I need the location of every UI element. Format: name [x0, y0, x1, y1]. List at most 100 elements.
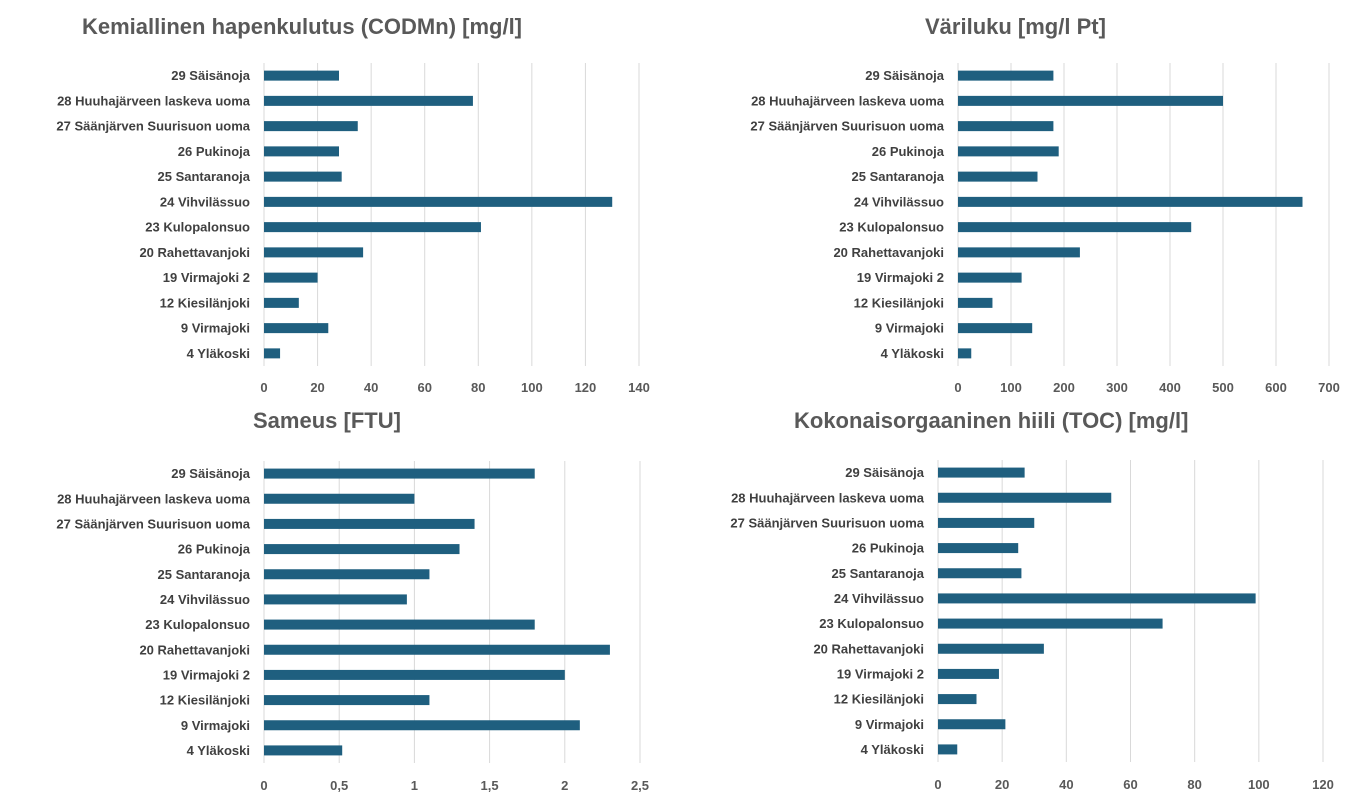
- category-label: 27 Säänjärven Suurisuon uoma: [56, 119, 250, 134]
- bar: [938, 467, 1025, 478]
- color-chart-plot: 29 Säisänoja 28 Huuhajärveen laskeva uoma…: [750, 63, 1340, 395]
- category-label: 12 Kiesilänjoki: [160, 693, 250, 708]
- tick-label: 2,5: [631, 778, 649, 793]
- tick-label: 100: [521, 380, 543, 395]
- category-label: 23 Kulopalonsuo: [145, 220, 250, 235]
- bar: [264, 70, 339, 81]
- tick-label: 40: [364, 380, 378, 395]
- tick-label: 80: [471, 380, 485, 395]
- category-label: 20 Rahettavanjoki: [139, 245, 250, 260]
- category-label: 9 Virmajoki: [855, 717, 924, 732]
- bar: [264, 247, 364, 258]
- category-label: 24 Vihvilässuo: [854, 194, 944, 209]
- bar: [264, 348, 281, 359]
- category-label: 4 Yläkoski: [861, 742, 924, 757]
- toc-chart: Kokonaisorgaaninen hiili (TOC) [mg/l] 29…: [680, 396, 1357, 793]
- bar: [264, 297, 299, 308]
- tick-label: 200: [1053, 380, 1075, 395]
- bar: [264, 594, 407, 605]
- turbidity-chart: Sameus [FTU] 29 Säisänoja 28 Huuhajärveen…: [0, 396, 680, 793]
- tick-label: 120: [575, 380, 597, 395]
- category-label: 26 Pukinoja: [872, 144, 945, 159]
- bar: [264, 272, 318, 283]
- category-label: 4 Yläkoski: [187, 743, 250, 758]
- category-label: 28 Huuhajärveen laskeva uoma: [751, 93, 945, 108]
- category-label: 27 Säänjärven Suurisuon uoma: [730, 515, 924, 530]
- bar: [264, 468, 535, 479]
- bar: [938, 543, 1019, 554]
- color-chart-title: Väriluku [mg/l Pt]: [925, 14, 1106, 39]
- category-label: 28 Huuhajärveen laskeva uoma: [57, 93, 251, 108]
- color-chart: Väriluku [mg/l Pt] 29 Säisänoja 28 Huuhaj…: [680, 0, 1357, 396]
- tick-label: 20: [995, 777, 1009, 792]
- tick-label: 80: [1187, 777, 1201, 792]
- bar: [958, 70, 1054, 81]
- bar: [938, 568, 1022, 579]
- category-label: 4 Yläkoski: [187, 346, 250, 361]
- category-label: 24 Vihvilässuo: [834, 591, 924, 606]
- bar: [264, 569, 430, 580]
- bar: [264, 518, 475, 529]
- category-label: 27 Säänjärven Suurisuon uoma: [750, 119, 944, 134]
- cod-chart: Kemiallinen hapenkulutus (CODMn) [mg/l] …: [0, 0, 680, 396]
- category-label: 19 Virmajoki 2: [163, 667, 250, 682]
- bar: [264, 222, 481, 233]
- toc-chart-plot: 29 Säisänoja 28 Huuhajärveen laskeva uoma…: [730, 460, 1334, 792]
- category-label: 12 Kiesilänjoki: [854, 295, 944, 310]
- category-label: 19 Virmajoki 2: [837, 666, 924, 681]
- category-label: 9 Virmajoki: [181, 321, 250, 336]
- category-label: 25 Santaranoja: [852, 169, 945, 184]
- tick-label: 500: [1212, 380, 1234, 395]
- bar: [958, 222, 1192, 233]
- bar: [264, 146, 339, 157]
- category-label: 24 Vihvilässuo: [160, 592, 250, 607]
- tick-label: 60: [1123, 777, 1137, 792]
- category-label: 9 Virmajoki: [181, 718, 250, 733]
- category-label: 12 Kiesilänjoki: [160, 295, 250, 310]
- category-label: 12 Kiesilänjoki: [834, 692, 924, 707]
- bar: [264, 720, 580, 731]
- bar: [958, 196, 1303, 207]
- bar: [264, 544, 460, 555]
- bar: [264, 95, 473, 106]
- tick-label: 0: [934, 777, 941, 792]
- tick-label: 0,5: [330, 778, 348, 793]
- bar: [958, 146, 1059, 157]
- bar: [938, 643, 1044, 654]
- bar: [958, 323, 1033, 334]
- bar: [938, 492, 1112, 503]
- bar: [264, 695, 430, 706]
- bar: [958, 247, 1080, 258]
- bar: [938, 593, 1256, 604]
- toc-chart-title: Kokonaisorgaaninen hiili (TOC) [mg/l]: [794, 408, 1189, 433]
- turbidity-chart-plot: 29 Säisänoja 28 Huuhajärveen laskeva uoma…: [56, 461, 649, 793]
- category-label: 20 Rahettavanjoki: [833, 245, 944, 260]
- bar: [938, 694, 977, 705]
- tick-label: 0: [954, 380, 961, 395]
- category-label: 24 Vihvilässuo: [160, 194, 250, 209]
- bar: [938, 618, 1163, 629]
- tick-label: 300: [1106, 380, 1128, 395]
- tick-label: 100: [1248, 777, 1270, 792]
- tick-label: 2: [561, 778, 568, 793]
- tick-label: 140: [628, 380, 650, 395]
- cod-chart-title: Kemiallinen hapenkulutus (CODMn) [mg/l]: [82, 14, 523, 39]
- bar: [958, 121, 1054, 132]
- category-label: 9 Virmajoki: [875, 321, 944, 336]
- category-label: 26 Pukinoja: [852, 541, 925, 556]
- bar: [958, 171, 1038, 182]
- category-label: 29 Säisänoja: [865, 68, 945, 83]
- category-label: 20 Rahettavanjoki: [139, 642, 250, 657]
- tick-label: 120: [1312, 777, 1334, 792]
- category-label: 26 Pukinoja: [178, 542, 251, 557]
- bar: [958, 95, 1223, 106]
- category-label: 23 Kulopalonsuo: [819, 616, 924, 631]
- bar: [264, 619, 535, 630]
- bar: [264, 669, 565, 680]
- tick-label: 1: [411, 778, 418, 793]
- bar: [958, 348, 972, 359]
- bar: [264, 644, 610, 655]
- tick-label: 0: [260, 778, 267, 793]
- tick-label: 600: [1265, 380, 1287, 395]
- category-label: 29 Säisänoja: [171, 68, 251, 83]
